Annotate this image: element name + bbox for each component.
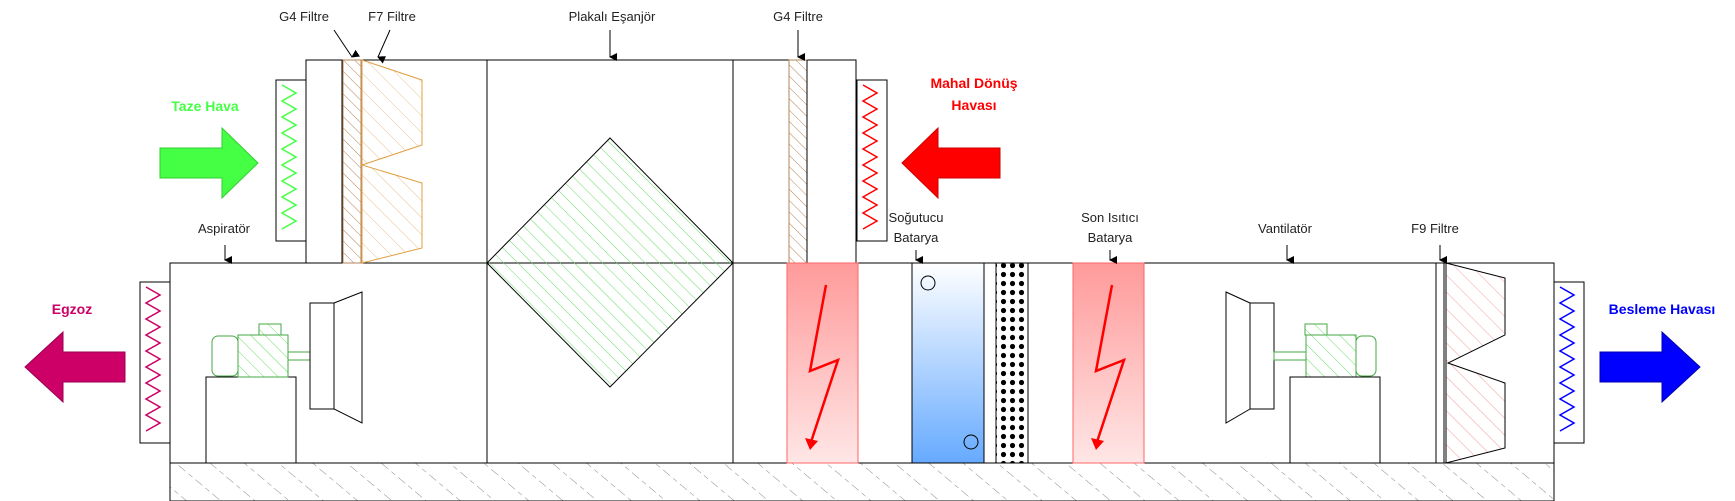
label-return-air-1: Mahal Dönüş xyxy=(930,75,1017,91)
label-exhaust: Egzoz xyxy=(52,301,92,317)
supply-arrow xyxy=(1599,330,1701,404)
pre-heater-coil xyxy=(786,262,859,464)
label-return-air-2: Havası xyxy=(951,97,996,113)
label-fan: Vantilatör xyxy=(1258,221,1313,236)
label-reheater-2: Batarya xyxy=(1088,230,1134,245)
label-g4-filter-top: G4 Filtre xyxy=(279,9,329,24)
label-reheater-1: Son Isıtıcı xyxy=(1081,210,1139,225)
g4-filter-return xyxy=(788,59,808,264)
g4-filter-top xyxy=(342,59,362,264)
base-frame xyxy=(169,462,1555,501)
fresh-air-arrow xyxy=(159,126,259,200)
label-g4-filter-return: G4 Filtre xyxy=(773,9,823,24)
reheater-coil xyxy=(1072,262,1145,464)
droplet-separator xyxy=(995,262,1029,464)
f7-bag-filter xyxy=(360,59,423,264)
label-plate-exchanger: Plakalı Eşanjör xyxy=(569,9,656,24)
plate-exchanger xyxy=(486,137,734,388)
supply-fan xyxy=(1225,291,1381,464)
label-cooling-coil-2: Batarya xyxy=(894,230,940,245)
label-cooling-coil-1: Soğutucu xyxy=(889,210,944,225)
label-f9-filter: F9 Filtre xyxy=(1411,221,1459,236)
label-aspirator: Aspiratör xyxy=(198,221,251,236)
label-supply-air: Besleme Havası xyxy=(1609,301,1716,317)
label-f7-filter: F7 Filtre xyxy=(368,9,416,24)
return-air-arrow xyxy=(901,126,1001,200)
label-fresh-air: Taze Hava xyxy=(171,98,239,114)
aspirator-fan xyxy=(205,291,363,464)
exhaust-arrow xyxy=(24,330,126,404)
cooling-coil xyxy=(911,262,985,464)
